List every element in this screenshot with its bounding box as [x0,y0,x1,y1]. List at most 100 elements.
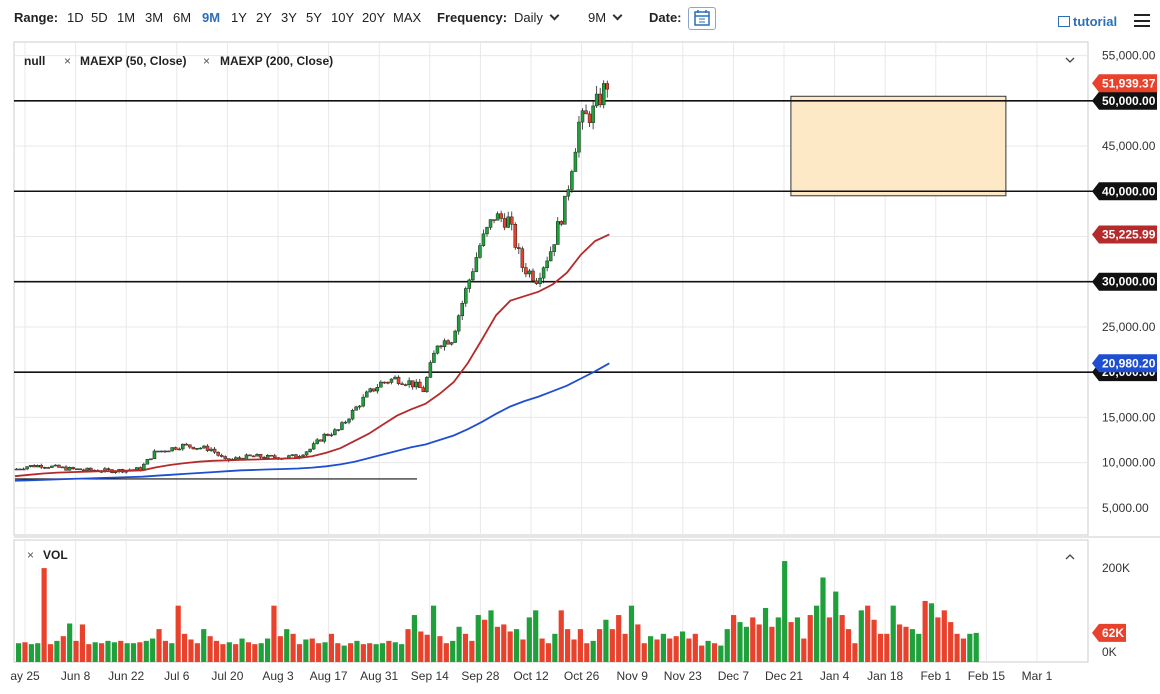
x-tick-label: Dec 7 [718,669,750,683]
y-tick-label: 15,000.00 [1102,410,1156,424]
volume-bar [648,636,654,662]
remove-ma50-icon[interactable]: × [64,54,71,68]
remove-vol-icon[interactable]: × [27,548,34,562]
volume-bar [565,629,571,662]
volume-bar [118,640,124,662]
volume-bar [360,644,366,662]
candle-body [25,466,29,470]
candle-body [14,468,19,471]
volume-bar [60,636,66,662]
range-10y-button[interactable]: 10Y [331,10,355,25]
volume-bar [79,624,86,662]
volume-bar [731,615,737,662]
candle-body [453,330,457,343]
range-3m-button[interactable]: 3M [145,10,164,25]
expand-volume-icon[interactable] [1065,554,1075,560]
candle-body [216,451,220,456]
candle-body [517,247,521,249]
candle-body [234,457,238,460]
candle-body [488,219,493,228]
tutorial-label: tutorial [1073,14,1118,29]
candle-body [492,219,496,221]
volume-bar [22,642,28,662]
range-1y-button[interactable]: 1Y [231,10,247,25]
candle-body [248,454,252,457]
toolbar: Range: 1D 5D 1M 3M 6M 9M 1Y 2Y 3Y 5Y 10Y… [0,0,1160,38]
level-tag-bg [1092,272,1157,291]
volume-bar [373,644,379,662]
volume-bar [871,619,877,662]
tags-layer: 50,000.0040,000.0030,000.0020,000.0020,9… [1092,74,1157,642]
range-9m-button[interactable]: 9M [202,10,221,25]
volume-bar [916,633,922,662]
candle-body [499,213,503,219]
candle-body [481,233,486,246]
volume-bar [239,638,245,662]
range-3y-button[interactable]: 3Y [281,10,297,25]
volume-bar [475,615,481,662]
candle-body [50,465,54,468]
candle-body [474,257,479,272]
volume-bar [41,568,47,662]
range-1d-button[interactable]: 1D [67,10,84,25]
level-tag: 50,000.00 [1102,94,1156,108]
candle-body [570,171,574,190]
volume-bar [169,643,175,662]
volume-bar [245,642,252,662]
remove-ma200-icon[interactable]: × [203,54,210,68]
candle-body [184,443,189,446]
volume-bar [424,634,430,662]
volume-bar [430,605,437,662]
candle-body [149,458,153,461]
x-tick-label: Aug 17 [310,669,348,683]
volume-bar [552,633,558,662]
candle-body [545,260,549,268]
volume-bar [309,638,315,662]
candle-body [396,376,401,385]
volume-bar [296,644,303,662]
x-tick-label: Jul 20 [211,669,243,683]
volume-bar [130,643,137,662]
range-5y-button[interactable]: 5Y [306,10,322,25]
range-max-button[interactable]: MAX [393,10,422,25]
candle-body [53,464,58,467]
range-1m-button[interactable]: 1M [117,10,136,25]
volume-bar [405,629,411,662]
candle-body [173,447,178,450]
range-6m-button[interactable]: 6M [173,10,192,25]
candle-body [435,345,440,354]
menu-icon[interactable] [1134,14,1150,27]
candle-body [495,213,500,221]
volume-bar [143,640,149,662]
frequency-select[interactable]: Daily [514,10,560,26]
range-20y-button[interactable]: 20Y [362,10,386,25]
volume-tick-max: 200K [1102,561,1130,575]
collapse-main-icon[interactable] [1065,57,1075,63]
candle-body [145,459,150,465]
candle-body [326,433,330,436]
period-select[interactable]: 9M [588,10,623,26]
volume-bar [667,638,673,662]
candle-body [471,271,475,281]
x-tick-label: Jun 22 [108,669,144,683]
range-2y-button[interactable]: 2Y [256,10,272,25]
x-tick-label: Nov 9 [617,669,649,683]
volume-bar [756,624,762,662]
candle-body [315,439,319,444]
volume-bar [47,644,54,662]
tutorial-link[interactable]: tutorial [1058,14,1117,29]
candle-body [198,447,203,450]
y-tick-label: 55,000.00 [1102,49,1156,63]
x-tick-label: Mar 1 [1022,669,1053,683]
date-picker-button[interactable] [688,7,716,30]
candle-body [506,216,510,228]
volume-bar [462,633,469,662]
candle-body [18,468,22,471]
volume-bar [826,617,832,662]
range-5d-button[interactable]: 5D [91,10,108,25]
volume-bar [488,610,494,662]
volume-bar [852,643,858,662]
volume-bar [699,645,705,662]
candle-body [368,388,372,393]
candle-body [290,454,295,456]
